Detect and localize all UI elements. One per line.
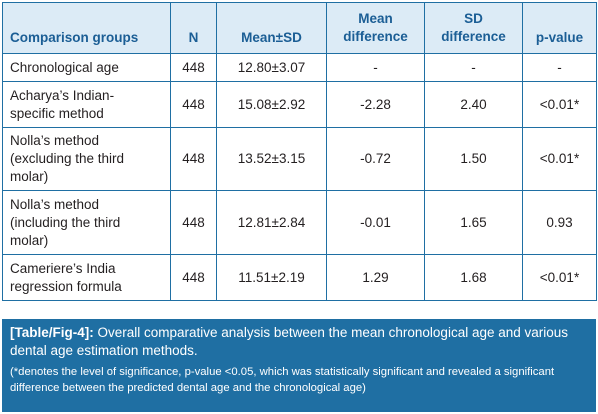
- cell-n: 448: [170, 190, 217, 255]
- table-header-row: Comparison groups N Mean±SD Mean differe…: [2, 2, 597, 54]
- cell-mean-difference: -2.28: [326, 81, 425, 128]
- cell-mean-difference: -: [326, 53, 425, 82]
- cell-p-value: -: [522, 53, 597, 82]
- cell-mean-sd: 11.51±2.19: [216, 254, 327, 301]
- cell-group: Nolla’s method (excluding the third mola…: [2, 127, 171, 191]
- cell-group-line: regression formula: [10, 278, 122, 294]
- caption-text: [Table/Fig-4]: Overall comparative analy…: [10, 324, 590, 360]
- cell-mean-difference: 1.29: [326, 254, 425, 301]
- table-row-chronological-age: Chronological age 448 12.80±3.07 - - -: [2, 53, 597, 82]
- header-mean-difference-line1: Mean: [358, 11, 393, 26]
- header-mean-difference-line2: difference: [343, 29, 408, 44]
- cell-p-value: 0.93: [522, 190, 597, 255]
- table-row-nolla-including: Nolla’s method (including the third mola…: [2, 190, 597, 255]
- cell-group-line: specific method: [10, 105, 104, 121]
- cell-n: 448: [170, 53, 217, 82]
- caption-tag: [Table/Fig-4]:: [10, 325, 94, 340]
- header-sd-difference-line2: difference: [441, 29, 506, 44]
- cell-mean-sd: 15.08±2.92: [216, 81, 327, 128]
- header-mean-sd: Mean±SD: [216, 2, 327, 54]
- caption-note: (*denotes the level of significance, p-v…: [10, 366, 555, 394]
- cell-group-line: Acharya’s Indian-: [10, 87, 115, 103]
- header-comparison-groups: Comparison groups: [2, 2, 171, 54]
- cell-p-value: <0.01*: [522, 81, 597, 128]
- cell-group: Cameriere’s India regression formula: [2, 254, 171, 301]
- header-mean-difference: Mean difference: [326, 2, 425, 54]
- cell-group-line: (excluding the third: [10, 151, 125, 166]
- header-sd-difference: SD difference: [424, 2, 523, 54]
- cell-group-line: Cameriere’s India: [10, 260, 116, 276]
- header-p-value: p-value: [522, 2, 597, 54]
- comparison-table: Comparison groups N Mean±SD Mean differe…: [2, 2, 597, 301]
- header-n: N: [170, 2, 217, 54]
- cell-group-line: Chronological age: [10, 59, 119, 75]
- cell-p-value: <0.01*: [522, 127, 597, 191]
- cell-mean-sd: 12.80±3.07: [216, 53, 327, 82]
- cell-sd-difference: 2.40: [424, 81, 523, 128]
- cell-sd-difference: 1.50: [424, 127, 523, 191]
- cell-mean-difference: -0.72: [326, 127, 425, 191]
- cell-n: 448: [170, 81, 217, 128]
- cell-p-value: <0.01*: [522, 254, 597, 301]
- caption-body: Overall comparative analysis between the…: [10, 325, 569, 358]
- cell-group: Acharya’s Indian- specific method: [2, 81, 171, 128]
- cell-group-line: Nolla’s method: [10, 133, 100, 148]
- cell-group-line: molar): [10, 169, 49, 184]
- table-row-acharya: Acharya’s Indian- specific method 448 15…: [2, 81, 597, 128]
- table-row-cameriere: Cameriere’s India regression formula 448…: [2, 254, 597, 301]
- cell-sd-difference: 1.68: [424, 254, 523, 301]
- figure-caption: [Table/Fig-4]: Overall comparative analy…: [2, 319, 596, 412]
- cell-group-line: (including the third: [10, 214, 121, 230]
- header-sd-difference-line1: SD: [464, 11, 483, 26]
- cell-mean-difference: -0.01: [326, 190, 425, 255]
- cell-sd-difference: -: [424, 53, 523, 82]
- cell-n: 448: [170, 127, 217, 191]
- cell-group: Nolla’s method (including the third mola…: [2, 190, 171, 255]
- cell-group: Chronological age: [2, 53, 171, 82]
- cell-n: 448: [170, 254, 217, 301]
- cell-mean-sd: 13.52±3.15: [216, 127, 327, 191]
- cell-sd-difference: 1.65: [424, 190, 523, 255]
- cell-mean-sd: 12.81±2.84: [216, 190, 327, 255]
- table-row-nolla-excluding: Nolla’s method (excluding the third mola…: [2, 127, 597, 191]
- cell-group-line: Nolla’s method: [10, 196, 100, 212]
- cell-group-line: molar): [10, 232, 49, 248]
